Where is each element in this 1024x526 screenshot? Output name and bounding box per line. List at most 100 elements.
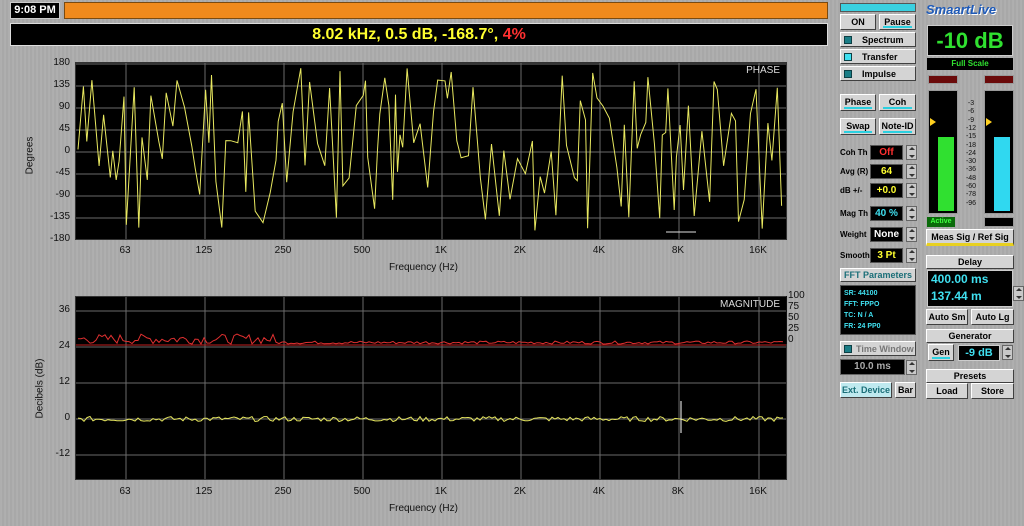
- setting-value-3[interactable]: 40 %: [870, 206, 903, 221]
- phase-xtick: 8K: [671, 245, 685, 256]
- delay-ms: 400.00 ms: [931, 272, 989, 286]
- full-scale-text: Full Scale: [951, 59, 989, 68]
- transfer-button[interactable]: Transfer: [840, 49, 916, 64]
- meter-tick: -48: [965, 174, 977, 182]
- meter-tick: -15: [965, 133, 977, 141]
- phase-ytick: 45: [58, 123, 70, 134]
- meter-left: [928, 90, 958, 214]
- meter-tick: -6: [967, 108, 975, 116]
- mag-ytick: 0: [64, 412, 70, 423]
- setting-value-2[interactable]: +0.0: [870, 183, 903, 198]
- setting-spinner-3[interactable]: [906, 206, 917, 221]
- phase-xtick: 1K: [434, 245, 448, 256]
- coh-button[interactable]: Coh: [879, 94, 916, 111]
- setting-spinner-0[interactable]: [906, 145, 917, 160]
- magnitude-trace: [77, 415, 784, 423]
- active-right: [984, 217, 1014, 227]
- mag-ytick: 24: [58, 340, 70, 351]
- mag-xtick: 125: [195, 486, 213, 497]
- auto-lg-button[interactable]: Auto Lg: [971, 309, 1014, 325]
- phase-plot-label: PHASE: [746, 65, 780, 76]
- clock: 9:08 PM: [10, 2, 60, 19]
- meter-tick: -3: [967, 100, 975, 107]
- time-window-spinner[interactable]: [906, 360, 917, 375]
- setting-label-2: dB +/-: [840, 186, 863, 195]
- time-window-value-text: 10.0 ms: [854, 361, 891, 372]
- load-button[interactable]: Load: [926, 383, 968, 399]
- gen-spinner[interactable]: [1002, 345, 1013, 360]
- meter-left-fill: [938, 136, 954, 211]
- presets-header: Presets: [926, 369, 1014, 383]
- gen-button[interactable]: Gen: [928, 344, 954, 361]
- time-window-button[interactable]: Time Window: [840, 341, 916, 356]
- meter-tick: -24: [965, 149, 977, 157]
- level-value: -10 dB: [936, 28, 1004, 53]
- cursor-readout: 8.02 kHz, 0.5 dB, -168.7°, 4%: [10, 23, 828, 46]
- full-scale-label: Full Scale: [927, 58, 1013, 70]
- meter-right-fill: [994, 136, 1010, 211]
- top-strip: [840, 3, 916, 12]
- fft-parameters-header: FFT Parameters: [840, 268, 916, 282]
- mag-xtick: 16K: [749, 486, 767, 497]
- coherence-tick: 50: [788, 312, 800, 323]
- coherence-trace: [78, 333, 784, 346]
- phase-xlabel: Frequency (Hz): [389, 262, 458, 273]
- setting-value-4[interactable]: None: [870, 227, 903, 242]
- smaartlive-logo: SmaartLive: [926, 2, 1014, 20]
- pause-button[interactable]: Pause: [879, 14, 916, 30]
- store-button[interactable]: Store: [971, 383, 1014, 399]
- setting-label-5: Smooth: [840, 251, 870, 260]
- setting-value-5[interactable]: 3 Pt: [870, 248, 903, 263]
- readout-coherence: 4%: [502, 26, 526, 43]
- delay-m: 137.44 m: [931, 289, 982, 303]
- delay-display: 400.00 ms 137.44 m: [927, 270, 1013, 307]
- impulse-indicator: [844, 70, 852, 78]
- setting-spinner-2[interactable]: [906, 183, 917, 198]
- setting-spinner-1[interactable]: [906, 164, 917, 179]
- setting-label-3: Mag Th: [840, 209, 868, 218]
- gen-level[interactable]: -9 dB: [958, 345, 1000, 361]
- swap-button[interactable]: Swap: [840, 118, 876, 135]
- ext-device-button[interactable]: Ext. Device: [840, 382, 892, 398]
- phase-ytick: -135: [49, 211, 70, 222]
- setting-value-0[interactable]: Off: [870, 145, 903, 160]
- meter-left-marker: [930, 118, 940, 126]
- magnitude-plot[interactable]: MAGNITUDE: [75, 296, 787, 480]
- phase-xtick: 2K: [513, 245, 527, 256]
- noteid-button[interactable]: Note-ID: [879, 118, 916, 135]
- logo-text: SmaartLive: [926, 2, 997, 17]
- impulse-button[interactable]: Impulse: [840, 66, 916, 81]
- transfer-indicator: [844, 53, 852, 61]
- phase-plot[interactable]: PHASE: [75, 62, 787, 240]
- delay-header: Delay: [926, 255, 1014, 269]
- phase-button[interactable]: Phase: [840, 94, 876, 111]
- phase-xtick: 4K: [592, 245, 606, 256]
- time-window-value[interactable]: 10.0 ms: [840, 359, 905, 375]
- fft-fr: FR: 24 PP0: [844, 323, 881, 330]
- delay-spinner[interactable]: [1013, 286, 1024, 301]
- phase-ytick: -45: [55, 167, 70, 178]
- mag-xtick: 4K: [592, 486, 606, 497]
- fft-fft: FFT: FPPO: [844, 301, 880, 308]
- level-display: -10 dB: [927, 25, 1013, 56]
- mag-ytick: 12: [58, 376, 70, 387]
- transfer-label: Transfer: [862, 52, 898, 62]
- phase-trace: [77, 68, 783, 231]
- mag-xtick: 8K: [671, 486, 685, 497]
- phase-xtick: 125: [195, 245, 213, 256]
- spectrum-button[interactable]: Spectrum: [840, 32, 916, 47]
- clip-left: [928, 75, 958, 84]
- bar-button[interactable]: Bar: [895, 382, 916, 398]
- setting-spinner-5[interactable]: [906, 248, 917, 263]
- setting-spinner-4[interactable]: [906, 227, 917, 242]
- clock-label: 9:08 PM: [14, 4, 56, 16]
- phase-ytick: 135: [53, 79, 70, 90]
- setting-value-1[interactable]: 64: [870, 164, 903, 179]
- on-button[interactable]: ON: [840, 14, 876, 30]
- meas-ref-button[interactable]: Meas Sig / Ref Sig: [926, 229, 1014, 246]
- coherence-axis: [786, 296, 787, 344]
- clip-right: [984, 75, 1014, 84]
- readout-text: 8.02 kHz, 0.5 dB, -168.7°,: [312, 26, 499, 43]
- phase-graph: [76, 63, 786, 239]
- auto-sm-button[interactable]: Auto Sm: [926, 309, 968, 325]
